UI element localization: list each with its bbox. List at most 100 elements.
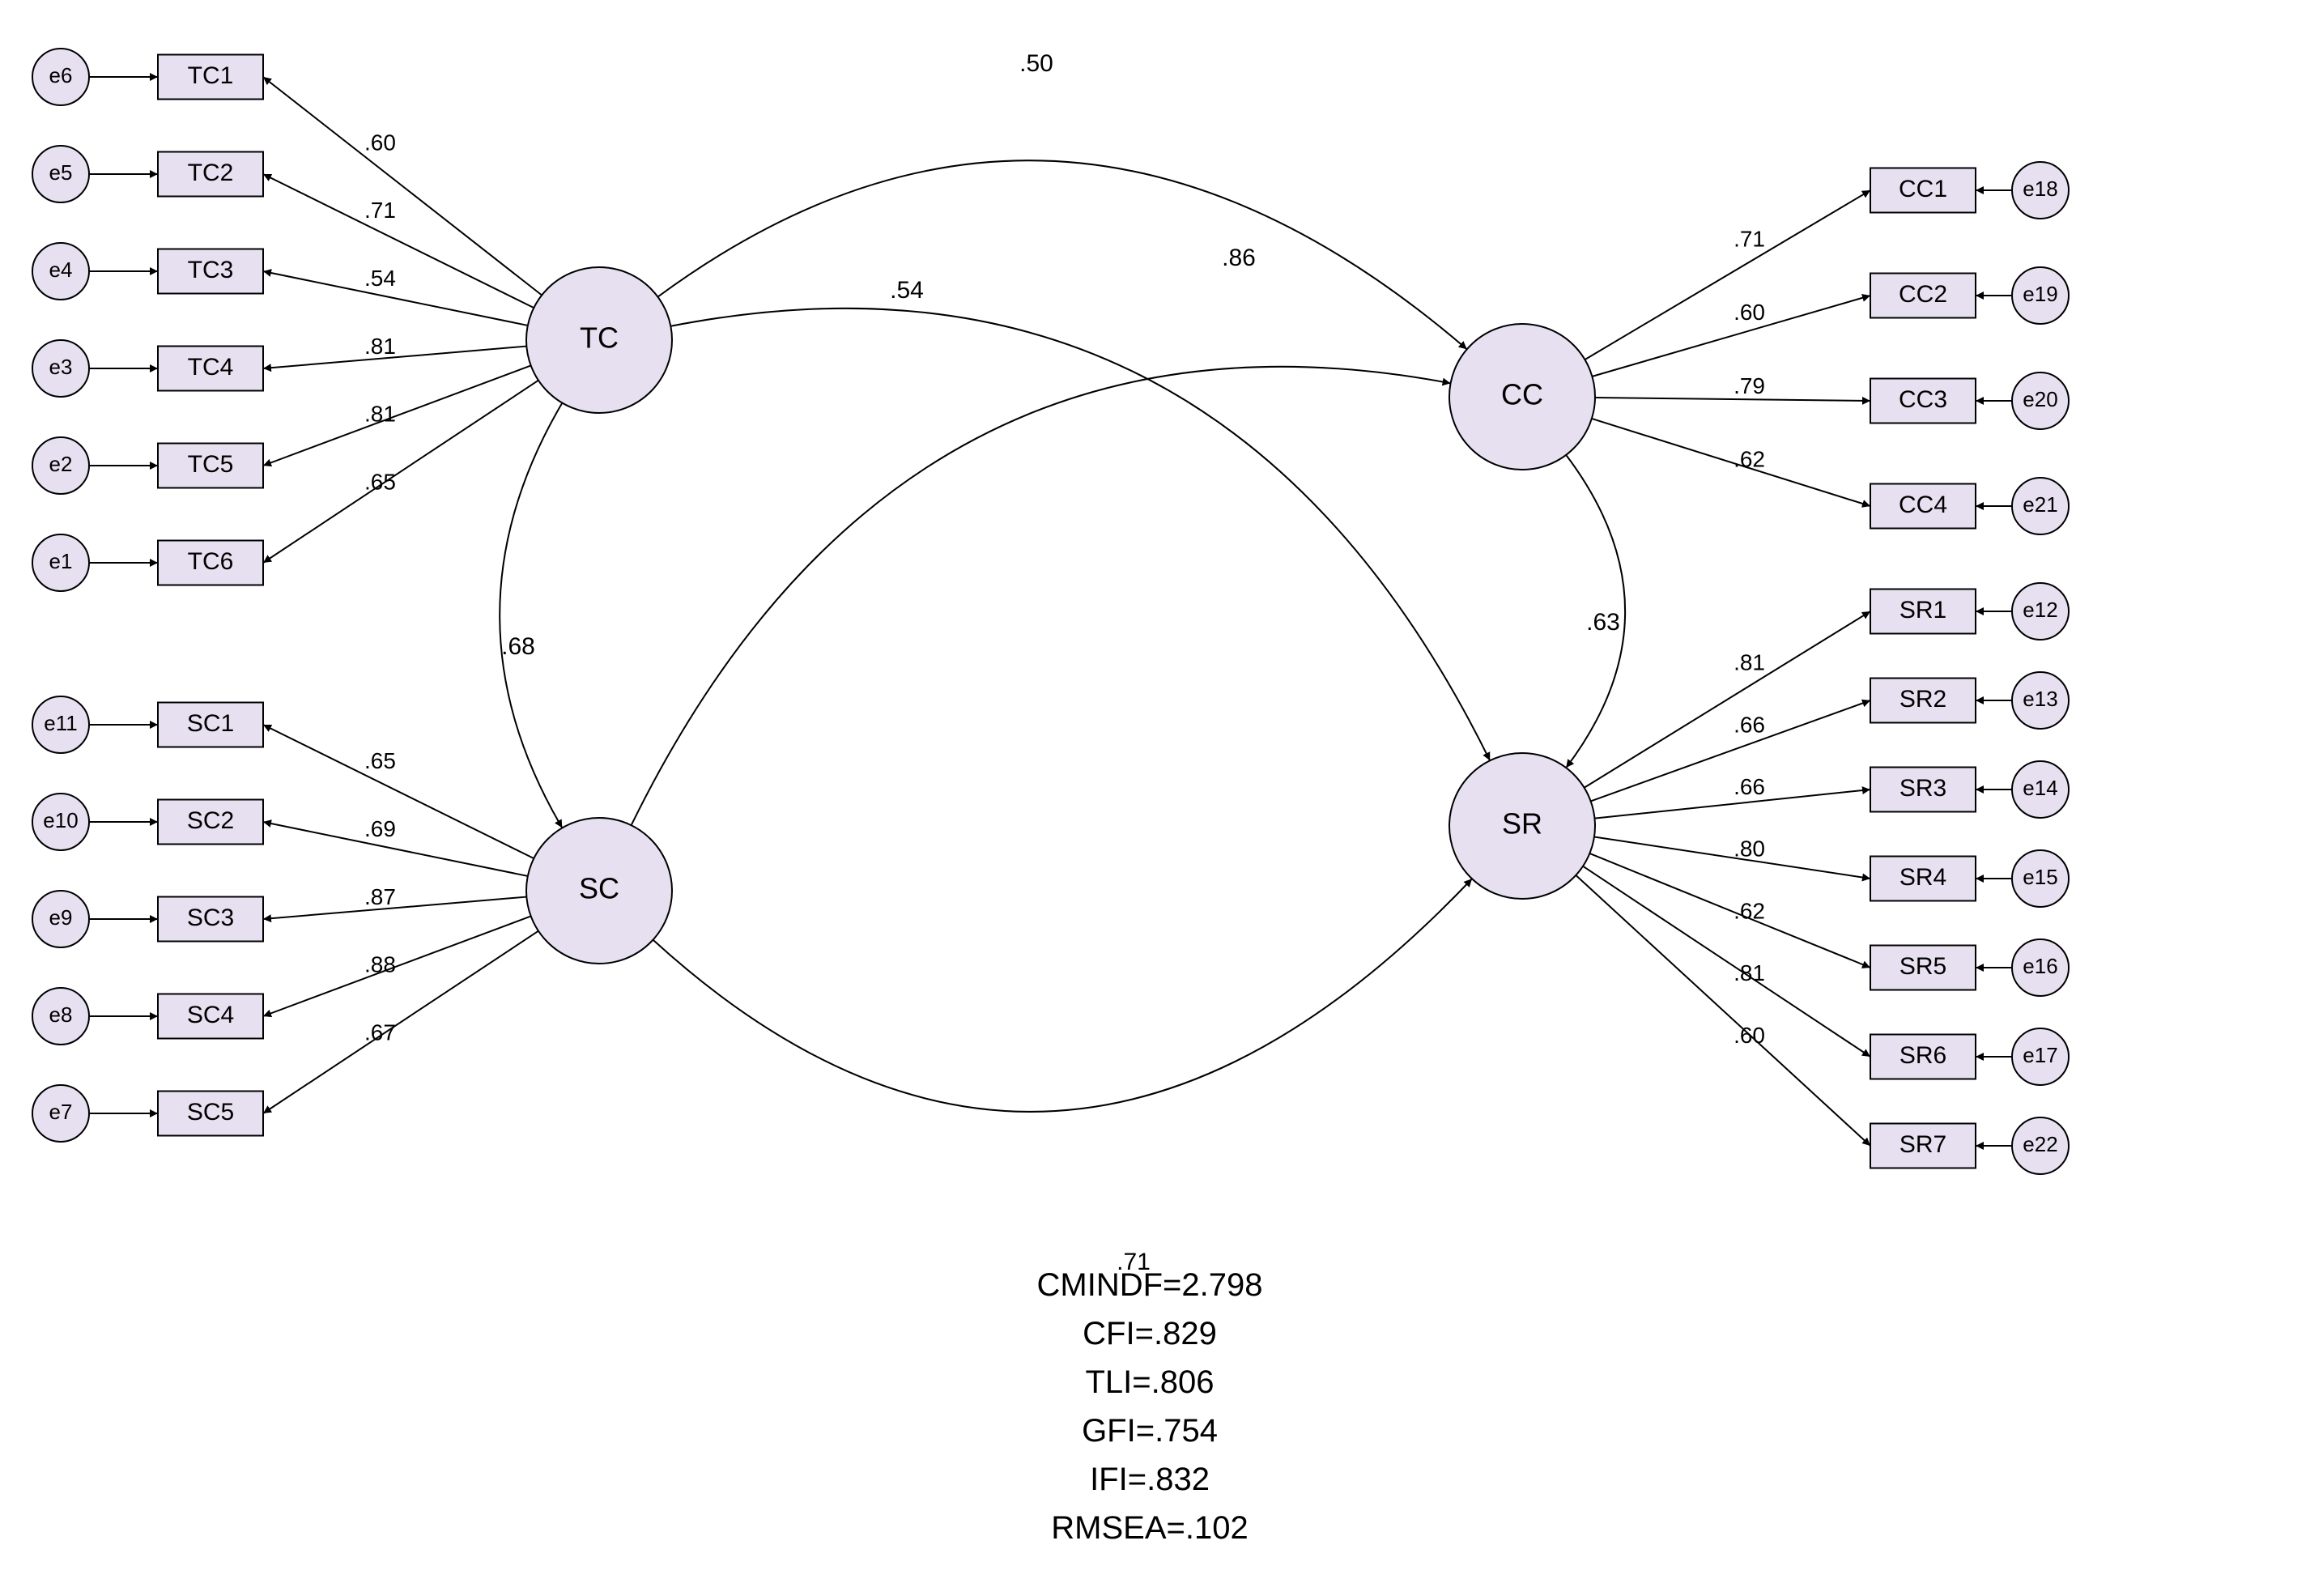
loading-edge-tc1 (263, 77, 542, 296)
cov-edge-tc-cc (657, 160, 1466, 349)
error-label-e15: e15 (2023, 865, 2057, 889)
error-label-e11: e11 (44, 711, 77, 735)
loading-label-sr3: .66 (1734, 774, 1765, 799)
loading-label-tc4: .81 (364, 334, 396, 359)
error-label-e3: e3 (49, 355, 73, 379)
indicator-label-cc4: CC4 (1899, 492, 1947, 518)
loading-label-sr5: .62 (1734, 898, 1765, 923)
loading-label-sr1: .81 (1734, 650, 1765, 675)
error-label-e21: e21 (2023, 492, 2057, 517)
error-label-e22: e22 (2023, 1132, 2057, 1156)
indicator-label-tc2: TC2 (188, 160, 234, 186)
fit-index-line-3: GFI=.754 (1082, 1413, 1218, 1449)
error-label-e8: e8 (49, 1002, 73, 1027)
fit-index-line-1: CFI=.829 (1083, 1316, 1217, 1351)
indicator-label-sr5: SR5 (1899, 953, 1946, 980)
indicator-label-sc3: SC3 (187, 904, 234, 931)
indicator-label-sc2: SC2 (187, 807, 234, 834)
error-label-e12: e12 (2023, 598, 2057, 622)
fit-index-line-0: CMINDF=2.798 (1037, 1267, 1263, 1303)
loading-label-tc1: .60 (364, 130, 396, 155)
latent-label-tc: TC (580, 321, 619, 355)
loading-edge-sc1 (263, 725, 534, 858)
loading-label-tc5: .81 (364, 402, 396, 427)
indicator-label-sr3: SR3 (1899, 775, 1946, 802)
loading-edge-sr5 (1589, 853, 1870, 968)
error-label-e1: e1 (49, 549, 73, 573)
indicator-label-sc1: SC1 (187, 710, 234, 737)
indicator-label-sr2: SR2 (1899, 686, 1946, 713)
cov-edge-tc-sc (500, 403, 562, 828)
error-label-e17: e17 (2023, 1043, 2057, 1067)
cov-edge-sc-sr (653, 879, 1472, 1112)
loading-label-cc2: .60 (1734, 300, 1765, 325)
error-label-e13: e13 (2023, 687, 2057, 711)
indicator-label-sc4: SC4 (187, 1002, 234, 1028)
loading-edge-sr6 (1583, 866, 1870, 1057)
indicator-label-cc3: CC3 (1899, 386, 1947, 413)
loading-label-sr6: .81 (1734, 960, 1765, 985)
loading-edge-sc5 (263, 931, 538, 1113)
loading-label-tc6: .65 (364, 470, 396, 495)
loading-label-tc2: .71 (364, 198, 396, 223)
loading-label-sc5: .67 (364, 1020, 396, 1045)
loading-edge-tc2 (263, 174, 534, 308)
loading-edge-sr2 (1591, 700, 1870, 801)
error-label-e16: e16 (2023, 954, 2057, 978)
error-label-e2: e2 (49, 452, 73, 476)
loading-edge-cc4 (1592, 419, 1870, 506)
loading-label-sc2: .69 (364, 816, 396, 841)
loading-label-cc4: .62 (1734, 447, 1765, 472)
indicator-label-sc5: SC5 (187, 1099, 234, 1126)
error-label-e20: e20 (2023, 387, 2057, 411)
cov-label-tc-sr: .86 (1222, 245, 1256, 271)
latent-label-sc: SC (579, 872, 619, 905)
loading-label-tc3: .54 (364, 266, 396, 291)
indicator-label-sr7: SR7 (1899, 1131, 1946, 1158)
error-label-e14: e14 (2023, 776, 2057, 800)
indicator-label-sr6: SR6 (1899, 1042, 1946, 1069)
loading-label-sc1: .65 (364, 748, 396, 773)
loading-label-sr4: .80 (1734, 836, 1765, 862)
loading-label-cc3: .79 (1734, 373, 1765, 398)
fit-index-line-4: IFI=.832 (1090, 1462, 1210, 1497)
loading-edge-tc6 (263, 381, 538, 563)
error-label-e10: e10 (43, 808, 78, 832)
error-label-e5: e5 (49, 160, 73, 185)
indicator-label-tc4: TC4 (188, 354, 234, 381)
indicator-label-cc2: CC2 (1899, 281, 1947, 308)
loading-label-cc1: .71 (1734, 226, 1765, 251)
indicator-label-tc3: TC3 (188, 257, 234, 283)
indicator-label-cc1: CC1 (1899, 176, 1947, 202)
indicator-label-tc1: TC1 (188, 62, 234, 89)
fit-index-line-5: RMSEA=.102 (1051, 1510, 1248, 1546)
loading-edge-cc3 (1595, 398, 1870, 401)
error-label-e19: e19 (2023, 282, 2057, 306)
loading-edge-sr3 (1595, 789, 1870, 819)
loading-edge-sr7 (1576, 875, 1870, 1146)
fit-index-line-2: TLI=.806 (1085, 1364, 1214, 1400)
loading-edge-cc1 (1585, 190, 1870, 360)
indicator-label-sr4: SR4 (1899, 864, 1946, 891)
cov-label-tc-cc: .50 (1019, 50, 1053, 77)
indicator-label-tc6: TC6 (188, 548, 234, 575)
loading-label-sr2: .66 (1734, 712, 1765, 737)
loading-edge-sr1 (1585, 611, 1870, 788)
loading-edge-cc2 (1592, 296, 1870, 377)
latent-label-sr: SR (1502, 807, 1542, 841)
cov-label-tc-sc: .68 (501, 633, 535, 660)
loading-label-sc3: .87 (364, 884, 396, 909)
cov-label-sc-cc: .54 (890, 277, 924, 304)
error-label-e4: e4 (49, 257, 73, 282)
loading-edge-sc4 (263, 916, 531, 1016)
latent-label-cc: CC (1501, 378, 1543, 411)
indicator-label-sr1: SR1 (1899, 597, 1946, 624)
error-label-e7: e7 (49, 1100, 73, 1124)
error-label-e18: e18 (2023, 177, 2057, 201)
cov-edge-tc-sr (670, 309, 1490, 760)
sem-path-diagram: TC SC CC SR TC1 TC2 TC3 TC4 TC5 TC6 SC1 SC2 SC3 SC4 S… (0, 0, 2310, 1596)
cov-edge-sc-cc (632, 367, 1451, 825)
indicator-label-tc5: TC5 (188, 451, 234, 478)
cov-label-cc-sr: .63 (1586, 609, 1620, 636)
error-label-e6: e6 (49, 63, 73, 87)
